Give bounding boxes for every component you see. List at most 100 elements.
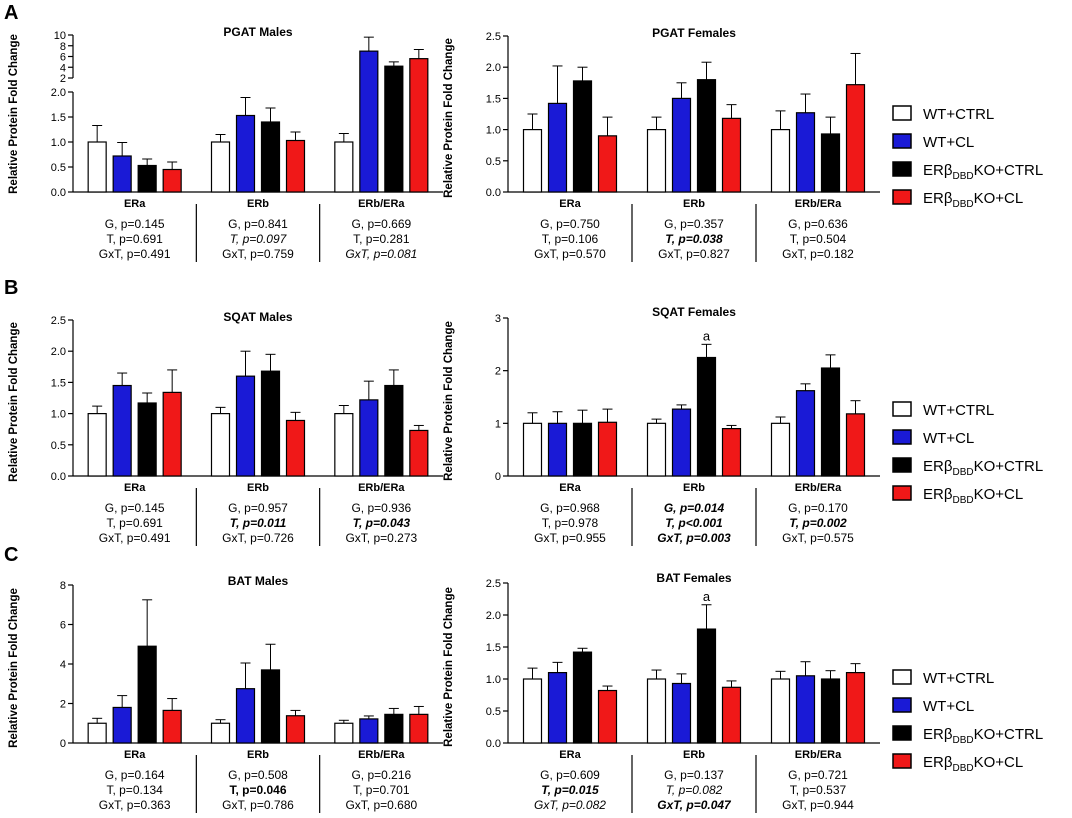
legend-swatch-wt_cl [892, 697, 912, 713]
significance-label: a [703, 589, 711, 604]
stat-line: T, p=0.281 [353, 232, 410, 246]
bar-erb-wt-ctrl [646, 422, 667, 477]
stat-line: T, p=0.046 [229, 783, 286, 797]
chart-title: BAT Males [228, 574, 289, 588]
chart-pgat-females: PGAT Females Relative Protein Fold Change… [443, 26, 880, 262]
bar-erb-era-wt-cl [795, 675, 816, 744]
chart-title: PGAT Females [652, 26, 736, 40]
bar-era-wt-cl [547, 102, 568, 193]
y-tick-label: 2 [60, 699, 66, 711]
y-tick-label: 4 [60, 62, 66, 74]
bar-erb-er-dbdko-ctrl [696, 79, 717, 193]
bar-erb-era-wt-ctrl [334, 722, 354, 744]
chart-title: BAT Females [656, 571, 731, 585]
y-tick-label: 4 [60, 659, 66, 671]
y-tick-label: 0.5 [51, 162, 66, 174]
y-tick-label: 2.5 [486, 578, 501, 590]
legend-label-ko_cl: ERβDBDKO+CL [923, 486, 1023, 506]
stat-line: G, p=0.609 [540, 768, 600, 782]
bar-erb-era-er-dbdko-ctrl [384, 65, 404, 193]
bar-erb-era-wt-ctrl [770, 678, 791, 744]
bar-erb-er-dbdko-ctrl [260, 121, 281, 193]
bar-era-wt-cl [112, 384, 132, 477]
stat-line: GxT, p=0.570 [534, 247, 606, 261]
stat-line: T, p=0.097 [230, 232, 288, 246]
y-tick-label: 1.5 [486, 642, 501, 654]
bar-erb-era-wt-cl [359, 50, 379, 193]
x-tick-label: ERb [247, 482, 269, 494]
stat-line: GxT, p=0.786 [222, 798, 294, 812]
bar-era-er-dbdko-cl [597, 421, 618, 477]
bar-erb-era-er-dbdko-ctrl [820, 133, 841, 193]
stat-line: G, p=0.936 [351, 501, 411, 515]
y-axis-label: Relative Protein Fold Change [8, 588, 20, 748]
stat-line: GxT, p=0.047 [657, 798, 732, 812]
bar-era-er-dbdko-cl [597, 135, 618, 193]
bar-erb-era-er-dbdko-ctrl [820, 678, 841, 744]
x-tick-label: ERa [124, 749, 146, 761]
legend: WT+CTRL WT+CL ERβDBDKO+CTRL ERβDBDKO+CL [892, 401, 1043, 506]
y-tick-label: 2.0 [486, 62, 501, 74]
legend-swatch-ko_cl [892, 485, 912, 501]
stat-line: G, p=0.357 [664, 217, 724, 231]
stat-line: G, p=0.721 [788, 768, 848, 782]
bar-erb-er-dbdko-cl [285, 419, 306, 477]
legend-label-wt_cl: WT+CL [923, 698, 974, 715]
x-tick-label: ERb [247, 198, 269, 210]
bar-era-wt-ctrl [522, 422, 543, 477]
bar-era-er-dbdko-ctrl [572, 80, 593, 193]
bar-era-wt-ctrl [87, 413, 107, 477]
bar-era-er-dbdko-cl [162, 391, 182, 477]
bar-erb-er-dbdko-ctrl [696, 356, 717, 477]
stat-line: T, p=0.015 [541, 783, 599, 797]
stat-line: G, p=0.508 [228, 768, 288, 782]
y-tick-label: 2 [60, 73, 66, 85]
bar-era-er-dbdko-ctrl [137, 645, 157, 744]
y-axis-label: Relative Protein Fold Change [8, 322, 20, 482]
stat-line: G, p=0.968 [540, 501, 600, 515]
legend-swatch-ko_ctrl [892, 725, 912, 741]
stat-line: GxT, p=0.759 [222, 247, 294, 261]
bar-erb-wt-ctrl [646, 678, 667, 744]
chart-sqat-males: SQAT Males Relative Protein Fold Change 0.… [8, 310, 443, 546]
bar-erb-era-wt-cl [795, 112, 816, 193]
bar-erb-wt-ctrl [646, 129, 667, 193]
stat-line: GxT, p=0.003 [657, 531, 731, 545]
x-tick-label: ERb/ERa [795, 198, 842, 210]
bar-erb-era-wt-ctrl [334, 141, 354, 193]
y-tick-label: 6 [60, 620, 66, 632]
bar-era-er-dbdko-ctrl [137, 402, 157, 477]
legend-swatch-ko_ctrl [892, 457, 912, 473]
bar-erb-er-dbdko-cl [285, 715, 306, 744]
bar-erb-wt-ctrl [210, 413, 231, 477]
bar-erb-er-dbdko-ctrl [696, 628, 717, 744]
stat-line: G, p=0.014 [664, 501, 725, 515]
y-tick-label: 1.5 [51, 112, 66, 124]
stat-line: T, p=0.701 [353, 783, 410, 797]
y-tick-label: 1.0 [486, 125, 501, 137]
legend-swatch-ko_cl [892, 753, 912, 769]
bar-erb-er-dbdko-cl [721, 428, 742, 477]
legend-swatch-ko_ctrl [892, 161, 912, 177]
stat-line: G, p=0.636 [788, 217, 848, 231]
y-tick-label: 0.5 [486, 156, 501, 168]
chart-title: PGAT Males [223, 25, 292, 39]
chart-pgat-males: PGAT Males Relative Protein Fold Change 0.… [8, 25, 443, 262]
panel-letter-a: A [4, 2, 18, 24]
stat-line: T, p<0.001 [665, 516, 723, 530]
bar-erb-era-er-dbdko-ctrl [384, 713, 404, 744]
stat-line: G, p=0.216 [351, 768, 411, 782]
stat-line: T, p=0.134 [106, 783, 163, 797]
chart-sqat-females: SQAT Females Relative Protein Fold Change… [443, 305, 880, 546]
y-tick-label: 2.5 [51, 315, 66, 327]
y-tick-label: 2.0 [51, 346, 66, 358]
stat-line: GxT, p=0.575 [782, 531, 854, 545]
bar-erb-era-wt-cl [795, 390, 816, 477]
stat-line: GxT, p=0.944 [782, 798, 854, 812]
bar-era-wt-ctrl [522, 678, 543, 744]
y-tick-label: 1.0 [486, 674, 501, 686]
bar-erb-era-er-dbdko-cl [409, 58, 429, 193]
stat-line: GxT, p=0.273 [345, 531, 417, 545]
bar-erb-wt-cl [235, 114, 256, 193]
legend-label-wt_cl: WT+CL [923, 430, 974, 447]
